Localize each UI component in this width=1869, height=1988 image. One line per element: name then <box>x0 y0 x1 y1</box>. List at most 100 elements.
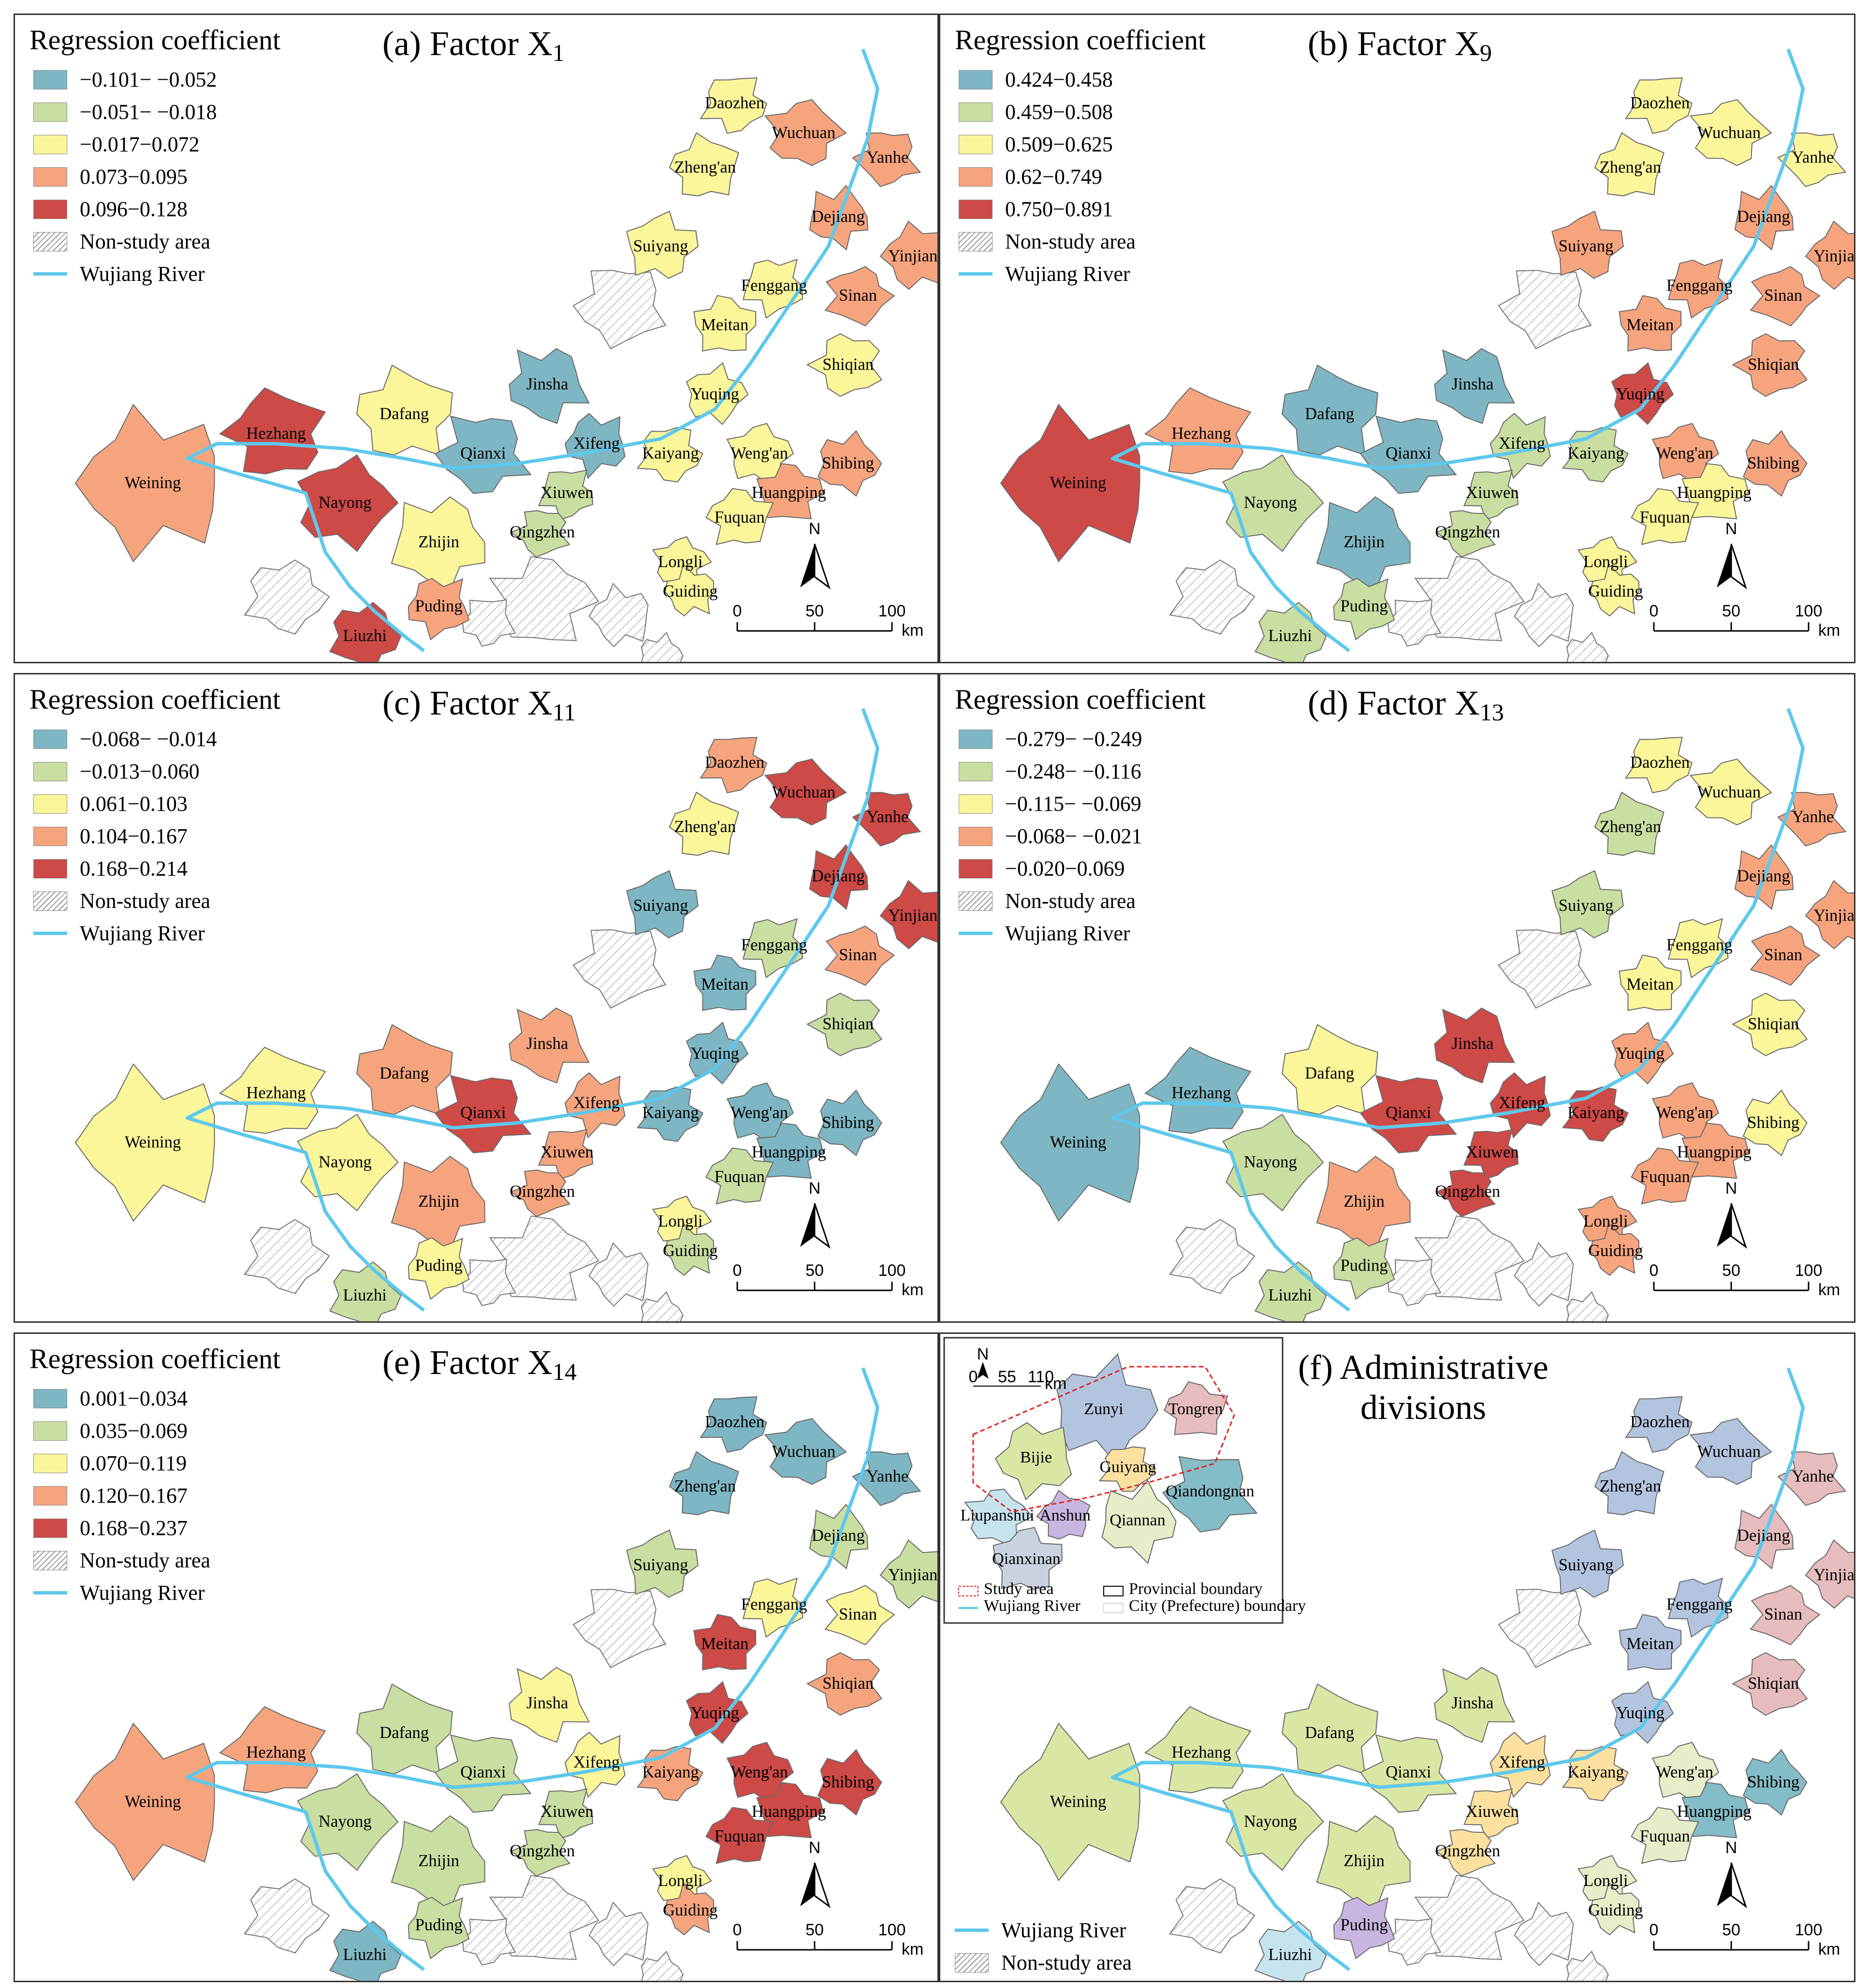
county-hezhang <box>1144 387 1252 475</box>
county-label: Meitan <box>1626 1634 1674 1653</box>
legend-non-study: Non-study area <box>33 1544 210 1577</box>
county-huangping <box>756 1782 824 1839</box>
legend-item: 0.168−0.214 <box>33 852 217 885</box>
county-zhijin <box>1316 496 1411 591</box>
legend-non-study: Non-study area <box>959 225 1136 258</box>
county-xiuwen <box>538 1788 594 1839</box>
svg-text:Tongren: Tongren <box>1168 1400 1223 1418</box>
legend-item: −0.279− −0.249 <box>959 723 1142 755</box>
legend-river: Wujiang River <box>33 258 217 290</box>
county-puding <box>1333 578 1395 641</box>
non-study-region <box>1169 1219 1256 1294</box>
legend: 0.001−0.034 0.035−0.069 0.070−0.119 0.120−0… <box>33 1382 210 1609</box>
county-label: Huangping <box>752 1802 826 1821</box>
svg-text:50: 50 <box>1722 1921 1740 1939</box>
non-study-region <box>1169 1878 1256 1954</box>
county-wuchuan <box>1689 759 1772 826</box>
county-label: Zhijin <box>418 1192 459 1211</box>
county-label: Guiding <box>1588 582 1643 600</box>
regression-map: Daozhen Wuchuan Zheng'an Yanhe Dejiang Suiyan… <box>1000 708 1855 1321</box>
county-label: Fenggang <box>1666 276 1733 295</box>
legend-item: 0.62−0.749 <box>959 161 1136 193</box>
county-label: Sinan <box>839 945 877 964</box>
county-label: Weining <box>1050 473 1107 492</box>
county-meitan <box>693 954 757 1011</box>
county-xifeng <box>564 1072 626 1139</box>
county-label: Jinsha <box>1452 1034 1494 1053</box>
legend-swatch <box>33 70 67 89</box>
inset-city-qiannan <box>1101 1479 1177 1564</box>
legend: Wujiang River Non-study area <box>955 1914 1132 1979</box>
county-label: Jinsha <box>1452 375 1494 394</box>
administrative-map: Daozhen Wuchuan Zheng'an Yanhe Dejiang Suiyan… <box>943 1337 1854 1981</box>
county-label: Xiuwen <box>540 1802 594 1821</box>
county-label: Xiuwen <box>540 1142 594 1161</box>
county-suiyang <box>1551 870 1624 938</box>
county-label: Xifeng <box>1499 1753 1545 1771</box>
county-label: Yanhe <box>866 147 908 166</box>
county-yinjiang <box>1805 879 1854 950</box>
county-meitan <box>693 295 757 352</box>
county-wuchuan <box>764 1418 847 1485</box>
county-label: Yuqing <box>1616 384 1665 403</box>
county-label: Wuchuan <box>1697 782 1761 801</box>
county-fuquan <box>1631 488 1699 545</box>
county-label: Yinjiang <box>1813 906 1855 924</box>
county-label: Jinsha <box>1452 1694 1494 1712</box>
north-arrow: N <box>800 1839 831 1908</box>
county-dafang <box>356 1024 453 1115</box>
non-study-region <box>1514 1901 1574 1966</box>
svg-text:km: km <box>1818 1940 1840 1959</box>
county-label: Yuqing <box>691 1703 739 1722</box>
svg-text:km: km <box>902 1940 923 1959</box>
legend-swatch <box>33 1486 67 1506</box>
county-label: Weng'an <box>1656 443 1713 462</box>
county-label: Guiding <box>663 1900 718 1919</box>
county-label: Puding <box>415 597 462 615</box>
inset-city-qianxinan <box>993 1527 1063 1590</box>
legend-item: 0.104−0.167 <box>33 820 217 852</box>
county-shiqian <box>806 993 883 1056</box>
county-label: Xifeng <box>573 434 620 453</box>
county-label: Puding <box>1340 1915 1387 1934</box>
county-label: Wuchuan <box>772 1442 835 1461</box>
county-label: Longli <box>658 552 702 571</box>
county-label: Guiding <box>663 1241 718 1260</box>
county-meitan <box>1619 295 1682 352</box>
county-zheng-an <box>669 132 739 197</box>
svg-text:N: N <box>1725 520 1738 538</box>
county-yanhe <box>1777 791 1847 847</box>
county-label: Kaiyang <box>642 1103 699 1122</box>
county-zhijin <box>1316 1155 1411 1250</box>
county-suiyang <box>626 210 699 279</box>
panel-factor-x11: Daozhen Wuchuan Zheng'an Yanhe Dejiang Suiyan… <box>14 673 939 1323</box>
svg-text:Provincial boundary: Provincial boundary <box>1129 1580 1263 1598</box>
county-label: Liuzhi <box>343 626 387 645</box>
legend-title: Regression coefficient <box>955 24 1206 56</box>
county-label: Zhijin <box>1343 1192 1385 1211</box>
non-study-region <box>588 1901 649 1966</box>
county-label: Jinsha <box>526 1694 569 1712</box>
svg-text:0: 0 <box>969 1368 978 1386</box>
county-label: Qianxi <box>460 1103 506 1122</box>
county-dafang <box>356 1683 453 1775</box>
county-label: Zheng'an <box>1600 817 1662 836</box>
county-yinjiang <box>879 1539 937 1609</box>
county-label: Huangping <box>1677 1802 1752 1821</box>
legend-swatch <box>33 1518 67 1538</box>
legend-swatch <box>959 199 993 219</box>
county-label: Zhijin <box>418 532 459 551</box>
regression-map: Daozhen Wuchuan Zheng'an Yanhe Dejiang Suiyan… <box>74 708 937 1321</box>
legend-title: Regression coefficient <box>955 684 1206 715</box>
county-label: Xifeng <box>573 1093 620 1112</box>
county-qianxi <box>1359 1734 1457 1813</box>
county-suiyang <box>1551 1529 1624 1598</box>
county-jinsha <box>1434 1007 1515 1084</box>
county-label: Kaiyang <box>642 443 699 462</box>
non-study-region <box>588 583 649 647</box>
county-wuchuan <box>1689 99 1772 166</box>
legend-item: −0.101− −0.052 <box>33 63 217 96</box>
